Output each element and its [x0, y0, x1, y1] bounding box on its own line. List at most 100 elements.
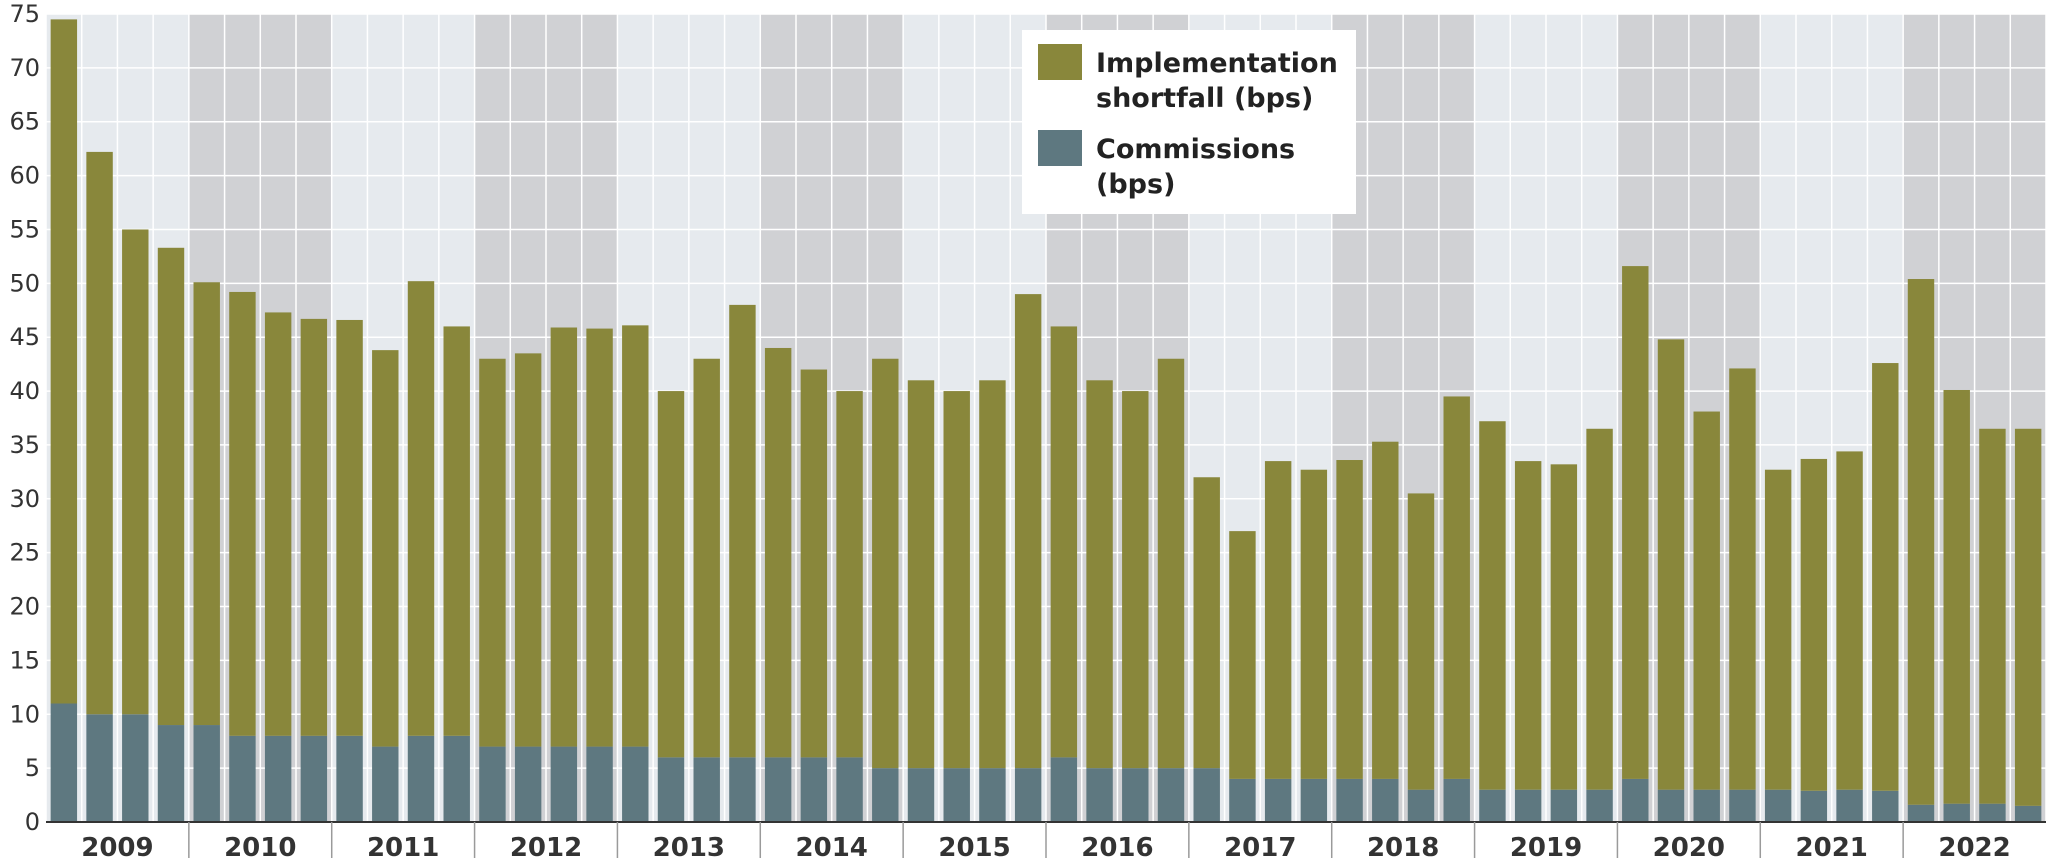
bar-shortfall-20 — [764, 347, 792, 758]
x-year-label-2010: 2010 — [224, 833, 296, 858]
bar-shortfall-8 — [336, 319, 363, 736]
bar-shortfall-27 — [1014, 294, 1042, 769]
bar-commissions-44 — [1622, 778, 1649, 822]
bar-shortfall-7 — [300, 318, 328, 736]
bar-shortfall-48 — [1764, 469, 1792, 790]
bar-shortfall-5 — [229, 291, 256, 736]
bar-commissions-41 — [1514, 789, 1542, 822]
bar-commissions-15 — [586, 746, 613, 822]
bar-shortfall-3 — [157, 247, 185, 726]
legend-swatch-1 — [1038, 130, 1082, 166]
bar-shortfall-26 — [979, 380, 1006, 769]
legend-label-0-line-1: shortfall (bps) — [1096, 83, 1313, 114]
bar-shortfall-1 — [86, 151, 113, 715]
bar-shortfall-34 — [1264, 461, 1292, 779]
x-year-label-2019: 2019 — [1510, 833, 1582, 858]
y-tick-label-0: 0 — [25, 808, 40, 836]
bar-commissions-25 — [943, 768, 970, 822]
y-tick-label-35: 35 — [9, 431, 40, 459]
y-tick-label-75: 75 — [9, 0, 40, 28]
bar-shortfall-52 — [1907, 279, 1935, 805]
y-tick-label-60: 60 — [9, 162, 40, 190]
bar-commissions-28 — [1050, 757, 1078, 822]
bar-commissions-54 — [1979, 803, 2006, 822]
bars — [50, 19, 2042, 822]
x-year-label-2015: 2015 — [938, 833, 1010, 858]
bar-commissions-7 — [300, 735, 328, 822]
x-year-label-2013: 2013 — [653, 833, 725, 858]
bar-shortfall-33 — [1229, 531, 1256, 779]
bar-commissions-0 — [50, 703, 78, 822]
bar-shortfall-18 — [693, 358, 720, 758]
bar-shortfall-47 — [1729, 368, 1756, 790]
bar-commissions-16 — [622, 746, 649, 822]
bar-shortfall-0 — [50, 19, 78, 704]
bar-shortfall-15 — [586, 328, 613, 747]
bar-shortfall-12 — [479, 358, 506, 747]
bar-commissions-39 — [1443, 778, 1470, 822]
bar-shortfall-30 — [1122, 391, 1149, 769]
bar-shortfall-25 — [943, 391, 970, 769]
x-year-label-2016: 2016 — [1081, 833, 1153, 858]
bar-commissions-14 — [550, 746, 578, 822]
bar-commissions-46 — [1693, 789, 1720, 822]
bar-shortfall-53 — [1943, 389, 1970, 804]
bar-shortfall-40 — [1479, 421, 1506, 790]
bar-shortfall-19 — [729, 304, 756, 758]
x-year-label-2014: 2014 — [796, 833, 868, 858]
bar-commissions-24 — [907, 768, 935, 822]
bar-commissions-51 — [1872, 790, 1899, 822]
bar-shortfall-45 — [1657, 339, 1685, 790]
bar-commissions-10 — [407, 735, 435, 822]
bar-shortfall-31 — [1157, 358, 1185, 769]
y-tick-label-45: 45 — [9, 323, 40, 351]
bar-shortfall-37 — [1372, 441, 1399, 779]
bar-commissions-35 — [1300, 778, 1328, 822]
bar-commissions-22 — [836, 757, 863, 822]
x-year-label-2020: 2020 — [1653, 833, 1725, 858]
legend-swatch-0 — [1038, 44, 1082, 80]
bar-commissions-4 — [193, 725, 220, 822]
bar-shortfall-24 — [907, 380, 935, 769]
y-tick-label-30: 30 — [9, 485, 40, 513]
bar-commissions-40 — [1479, 789, 1506, 822]
bar-shortfall-23 — [872, 358, 899, 769]
bar-shortfall-36 — [1336, 460, 1363, 779]
bar-commissions-8 — [336, 735, 363, 822]
bar-commissions-52 — [1907, 804, 1935, 822]
bar-commissions-26 — [979, 768, 1006, 822]
bar-shortfall-35 — [1300, 469, 1328, 779]
bar-commissions-37 — [1372, 778, 1399, 822]
y-tick-label-5: 5 — [25, 754, 40, 782]
bar-shortfall-4 — [193, 282, 220, 726]
bar-shortfall-39 — [1443, 396, 1470, 779]
bar-shortfall-51 — [1872, 363, 1899, 791]
bar-commissions-31 — [1157, 768, 1185, 822]
y-tick-label-50: 50 — [9, 269, 40, 297]
bar-commissions-1 — [86, 714, 113, 822]
bar-commissions-38 — [1407, 789, 1435, 822]
y-tick-label-10: 10 — [9, 700, 40, 728]
bar-shortfall-32 — [1193, 477, 1220, 769]
bar-commissions-13 — [514, 746, 542, 822]
bar-shortfall-49 — [1800, 458, 1828, 791]
legend-label-1-line-1: (bps) — [1096, 169, 1175, 200]
bar-commissions-53 — [1943, 803, 1970, 822]
bar-commissions-3 — [157, 725, 185, 822]
y-tick-label-40: 40 — [9, 377, 40, 405]
bar-commissions-5 — [229, 735, 256, 822]
legend-label-0-line-0: Implementation — [1096, 48, 1338, 79]
y-tick-label-25: 25 — [9, 539, 40, 567]
x-year-label-2022: 2022 — [1938, 833, 2010, 858]
legend: Implementation shortfall (bps) Commissions… — [1022, 30, 1356, 214]
bar-commissions-21 — [800, 757, 828, 822]
bar-commissions-19 — [729, 757, 756, 822]
bar-shortfall-13 — [514, 353, 542, 747]
bar-commissions-36 — [1336, 778, 1363, 822]
y-tick-label-20: 20 — [9, 593, 40, 621]
x-year-label-2009: 2009 — [81, 833, 153, 858]
bar-commissions-30 — [1122, 768, 1149, 822]
bar-shortfall-42 — [1550, 464, 1578, 790]
